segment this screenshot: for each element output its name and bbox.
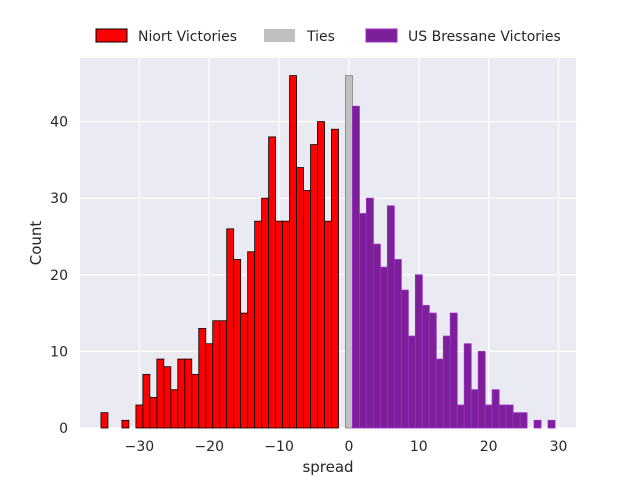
bar-bressane [373, 243, 381, 429]
histogram-bars [100, 75, 556, 429]
bar-bressane [421, 305, 430, 429]
bar-bressane [463, 343, 472, 429]
bar-bressane [379, 266, 388, 429]
bar-niort [303, 190, 311, 429]
bar-niort [100, 412, 109, 429]
bar-bressane [428, 312, 437, 429]
legend-entry-niort: Niort Victories [95, 28, 237, 45]
bar-niort [282, 220, 290, 429]
bar-niort [205, 343, 214, 429]
bar-niort [296, 167, 304, 429]
bar-niort [177, 358, 186, 429]
bar-niort [191, 373, 200, 429]
bar-niort [233, 259, 242, 429]
bar-niort [163, 366, 172, 429]
bar-niort [324, 220, 332, 429]
bar-bressane [442, 335, 451, 429]
x-tick-label: 0 [344, 439, 353, 455]
bar-niort [212, 320, 221, 429]
bar-bressane [386, 205, 395, 429]
bar-bressane [505, 404, 514, 429]
legend-entry-bressane: US Bressane Victories [365, 28, 561, 45]
bar-niort [331, 128, 339, 429]
y-tick-label: 0 [59, 421, 68, 437]
x-tick-label: −20 [194, 439, 224, 455]
bar-bressane [435, 358, 444, 429]
bar-bressane [547, 419, 556, 429]
legend-label-niort: Niort Victories [138, 29, 237, 45]
legend-label-ties: Ties [306, 29, 335, 45]
y-axis-label: Count [27, 221, 45, 266]
x-tick-label: −10 [264, 439, 294, 455]
bar-niort [289, 75, 297, 429]
bar-niort [170, 389, 179, 429]
bar-bressane [512, 412, 521, 429]
bar-bressane [400, 289, 409, 429]
x-tick-label: 10 [410, 439, 428, 455]
bar-niort [198, 328, 207, 429]
legend-swatch-bressane [365, 28, 398, 43]
bar-niort [135, 404, 144, 429]
bar-niort [226, 228, 235, 429]
bar-niort [219, 320, 228, 429]
x-axis-label: spread [302, 458, 353, 476]
bar-bressane [519, 412, 528, 429]
legend-entry-ties: Ties [264, 29, 335, 45]
bar-bressane [484, 404, 493, 429]
y-tick-label: 40 [50, 115, 68, 131]
bar-niort [247, 251, 256, 429]
bar-bressane [533, 419, 542, 429]
legend-swatch-niort [95, 28, 128, 43]
bar-niort [261, 197, 270, 429]
bar-bressane [498, 404, 507, 429]
legend-label-bressane: US Bressane Victories [408, 29, 561, 45]
bar-niort [275, 220, 283, 429]
bar-niort [310, 144, 318, 429]
y-tick-label: 30 [50, 191, 68, 207]
bar-bressane [456, 404, 465, 429]
bar-bressane [470, 389, 479, 429]
bar-niort [240, 312, 249, 429]
bar-bressane [359, 213, 367, 429]
bar-niort [142, 373, 151, 429]
legend-swatch-ties [264, 29, 295, 42]
y-axis-ticks: 0 10 20 30 40 [50, 115, 68, 437]
bar-niort [268, 136, 277, 429]
bar-ties [345, 75, 353, 429]
bar-bressane [477, 350, 486, 429]
bar-niort [317, 121, 325, 429]
bar-niort [156, 358, 165, 429]
bar-bressane [407, 335, 416, 429]
legend: Niort Victories Ties US Bressane Victori… [95, 28, 561, 45]
x-tick-label: 30 [550, 439, 568, 455]
bar-bressane [393, 259, 402, 429]
bar-niort [254, 220, 263, 429]
bar-niort [184, 358, 193, 429]
x-tick-label: 20 [480, 439, 498, 455]
bar-bressane [414, 274, 423, 429]
bar-bressane [491, 389, 500, 429]
bar-niort [121, 419, 130, 429]
x-axis-ticks: −30 −20 −10 0 10 20 30 [125, 439, 568, 455]
y-tick-label: 10 [50, 344, 68, 360]
x-tick-label: −30 [125, 439, 155, 455]
y-tick-label: 20 [50, 268, 68, 284]
bar-bressane [366, 197, 374, 429]
bar-bressane [352, 105, 360, 429]
bar-niort [149, 396, 158, 429]
bar-bressane [449, 312, 458, 429]
